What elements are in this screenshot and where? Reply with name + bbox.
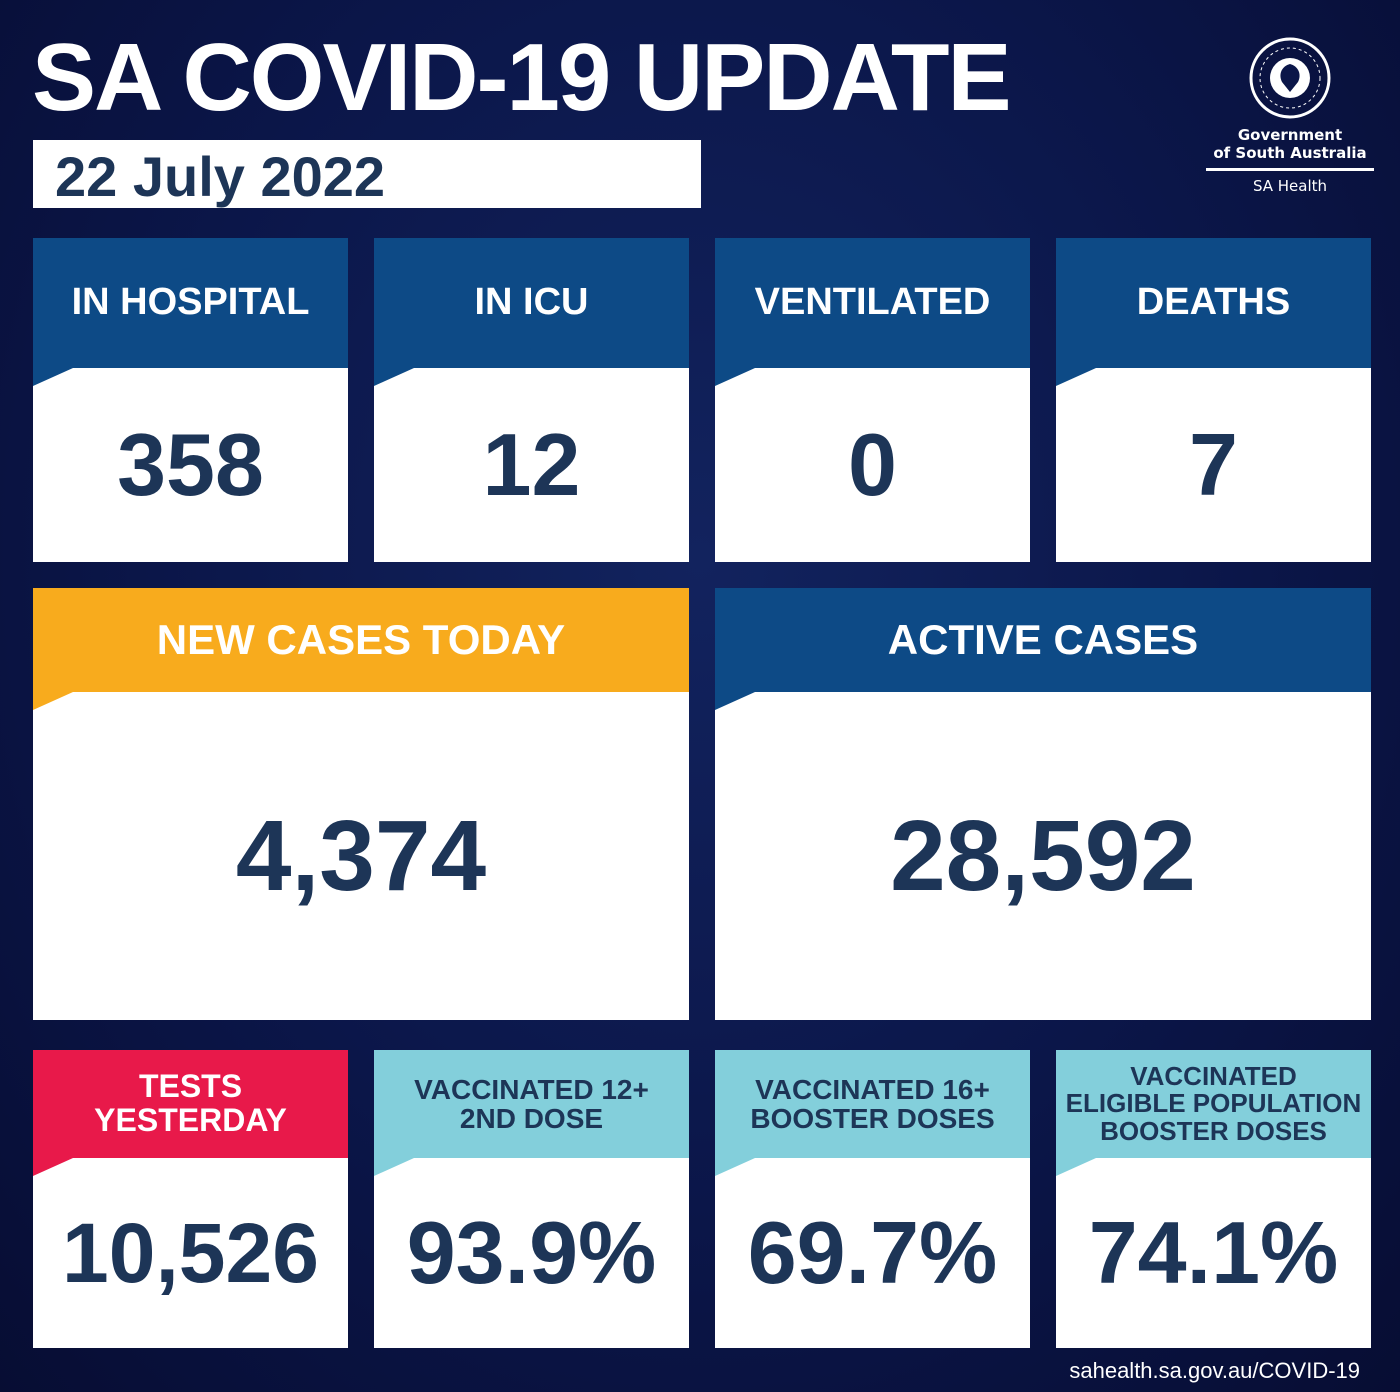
card-header: TESTS YESTERDAY [33,1050,348,1178]
ventilated-card: VENTILATED 0 [715,238,1030,562]
in-icu-card: IN ICU 12 [374,238,689,562]
card-label: YESTERDAY [94,1102,287,1138]
card-label: VACCINATED 12+ [414,1073,649,1105]
deaths-card: DEATHS 7 [1056,238,1371,562]
card-header: NEW CASES TODAY [33,588,689,712]
card-value: 10,526 [62,1205,319,1300]
gov-line1: Government [1237,126,1343,144]
vaccinated-eligible-card: VACCINATED ELIGIBLE POPULATION BOOSTER DOS… [1056,1050,1371,1348]
card-value: 28,592 [890,799,1196,912]
new-cases-card: NEW CASES TODAY 4,374 [33,588,689,1020]
card-value-panel: 69.7% [715,1158,1030,1348]
card-label: NEW CASES TODAY [156,615,566,663]
card-value: 4,374 [235,799,487,912]
card-value-panel: 7 [1056,368,1371,562]
card-value: 12 [482,415,581,514]
card-label: VACCINATED [1130,1061,1297,1092]
card-label: VENTILATED [754,281,991,324]
south-australia-seal-icon [1249,37,1331,119]
card-header: VENTILATED [715,238,1030,388]
in-hospital-card: IN HOSPITAL 358 [33,238,348,562]
page-title: SA COVID-19 UPDATE [32,24,1011,131]
card-label: BOOSTER DOSES [1100,1115,1327,1146]
card-header: DEATHS [1056,238,1371,388]
card-header: ACTIVE CASES [715,588,1371,712]
card-value-panel: 74.1% [1056,1158,1371,1348]
card-label: IN HOSPITAL [71,281,310,324]
logo-divider [1206,168,1374,171]
sa-health-label: SA Health [1252,177,1328,195]
footer-url[interactable]: sahealth.sa.gov.au/COVID-19 [1069,1358,1360,1383]
card-value-panel: 12 [374,368,689,562]
vaccinated-12-card: VACCINATED 12+ 2ND DOSE 93.9% [374,1050,689,1348]
card-label: 2ND DOSE [459,1103,604,1134]
gov-line2: of South Australia [1213,144,1367,162]
card-label: ACTIVE CASES [887,615,1199,663]
vaccinated-16-card: VACCINATED 16+ BOOSTER DOSES 69.7% [715,1050,1030,1348]
card-label: TESTS [138,1068,243,1105]
card-header: VACCINATED ELIGIBLE POPULATION BOOSTER DOS… [1056,1050,1371,1178]
card-value: 69.7% [747,1203,998,1302]
active-cases-card: ACTIVE CASES 28,592 [715,588,1371,1020]
tests-card: TESTS YESTERDAY 10,526 [33,1050,348,1348]
card-value-panel: 28,592 [715,692,1371,1020]
card-value: 7 [1189,415,1238,514]
card-label: DEATHS [1136,281,1291,324]
card-value-panel: 93.9% [374,1158,689,1348]
card-label: BOOSTER DOSES [750,1103,995,1134]
card-header: IN HOSPITAL [33,238,348,388]
card-label: VACCINATED 16+ [755,1073,990,1105]
card-value-panel: 0 [715,368,1030,562]
card-value-panel: 358 [33,368,348,562]
card-value-panel: 4,374 [33,692,689,1020]
card-header: IN ICU [374,238,689,388]
card-value: 0 [848,415,897,514]
card-header: VACCINATED 16+ BOOSTER DOSES [715,1050,1030,1178]
government-logo: Government of South Australia SA Health [1200,36,1380,195]
card-label: ELIGIBLE POPULATION [1065,1088,1362,1119]
card-value: 358 [117,415,264,514]
card-label: IN ICU [474,281,589,324]
card-value: 74.1% [1088,1203,1339,1302]
card-value-panel: 10,526 [33,1158,348,1348]
date-box: 22 July 2022 [33,140,701,208]
card-value: 93.9% [406,1203,657,1302]
card-header: VACCINATED 12+ 2ND DOSE [374,1050,689,1178]
date-label: 22 July 2022 [55,145,386,208]
